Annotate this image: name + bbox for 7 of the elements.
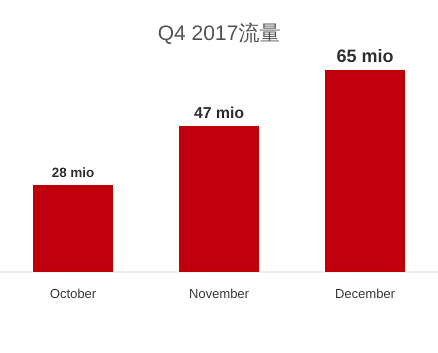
data-label: 47 mio — [194, 104, 244, 122]
data-label: 65 mio — [336, 46, 394, 66]
x-tick-label: December — [335, 286, 396, 301]
data-label: 28 mio — [52, 164, 94, 180]
title: Q4 2017流量 — [158, 22, 280, 45]
x-tick-label: November — [189, 286, 250, 301]
x-tick-label: October — [50, 286, 97, 301]
